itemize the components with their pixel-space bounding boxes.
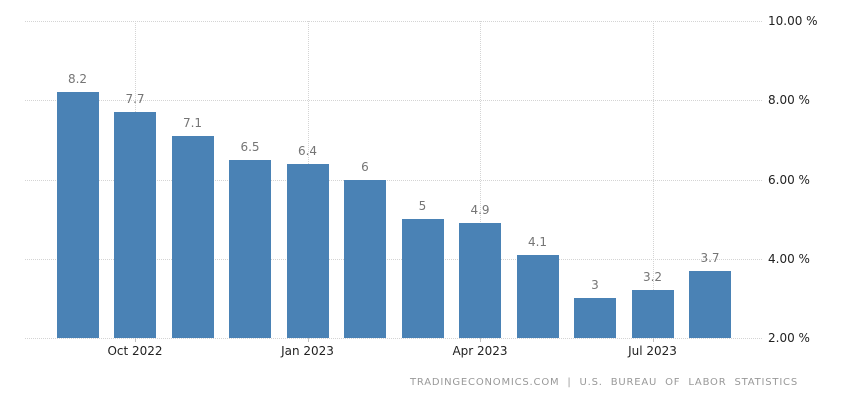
x-gridline [480,21,481,338]
bar-value-label: 3.7 [700,250,720,265]
bar[interactable]: 3 [574,278,616,338]
y-gridline [25,179,762,181]
bar-value-label: 5 [418,199,427,214]
bar-value-label: 4.9 [470,203,490,218]
x-axis-tick [135,338,136,342]
bar-value-label: 6 [361,159,369,174]
x-axis-tick-label: Jan 2023 [281,344,334,358]
x-axis-tick [307,338,309,342]
x-axis-tick-label: Jul 2023 [628,344,677,358]
x-axis-tick [652,338,654,342]
bar[interactable]: 5 [401,199,444,338]
y-gridline [25,21,762,22]
y-axis-tick-label: 2.00 % [768,331,810,345]
bar-value-label: 8.2 [67,72,88,87]
y-axis-tick-label: 10.00 % [768,14,818,28]
bar[interactable]: 6 [344,160,386,338]
bar[interactable]: 6.5 [229,140,271,338]
bar-value-label: 4.1 [527,234,548,249]
plot-area: 8.2 7.7 7.1 6.5 6.4 6 5 4.9 4.1 3 3.2 3.7 [25,21,762,339]
x-axis-tick [480,338,481,342]
bar[interactable]: 7.7 [114,92,156,338]
bar[interactable]: 8.2 [56,72,99,338]
y-gridline [25,100,762,102]
bar[interactable]: 4.9 [459,203,501,338]
bar-value-label: 7.1 [182,115,203,130]
bar-value-label: 7.7 [125,92,145,107]
bar-value-label: 6.5 [240,139,260,154]
y-axis-tick-label: 8.00 % [768,93,810,108]
bar[interactable]: 7.1 [171,116,214,338]
y-axis-tick-label: 4.00 % [768,251,810,266]
x-gridline [652,21,654,338]
bar-value-label: 6.4 [297,143,318,158]
bar-value-label: 3.2 [642,270,663,285]
y-gridline [25,258,762,260]
y-gridline [25,338,762,339]
bar[interactable]: 4.1 [516,235,559,338]
y-axis-tick-label: 6.00 % [768,172,810,187]
source-attribution: TRADINGECONOMICS.COM | U.S. BUREAU OF LA… [409,377,798,388]
bar[interactable]: 3.2 [631,270,674,338]
x-axis-tick-label: Oct 2022 [107,344,163,358]
x-axis-tick-label: Apr 2023 [452,344,508,358]
bar-value-label: 3 [591,278,599,293]
bar[interactable]: 3.7 [689,251,731,338]
bar[interactable]: 6.4 [286,144,329,338]
